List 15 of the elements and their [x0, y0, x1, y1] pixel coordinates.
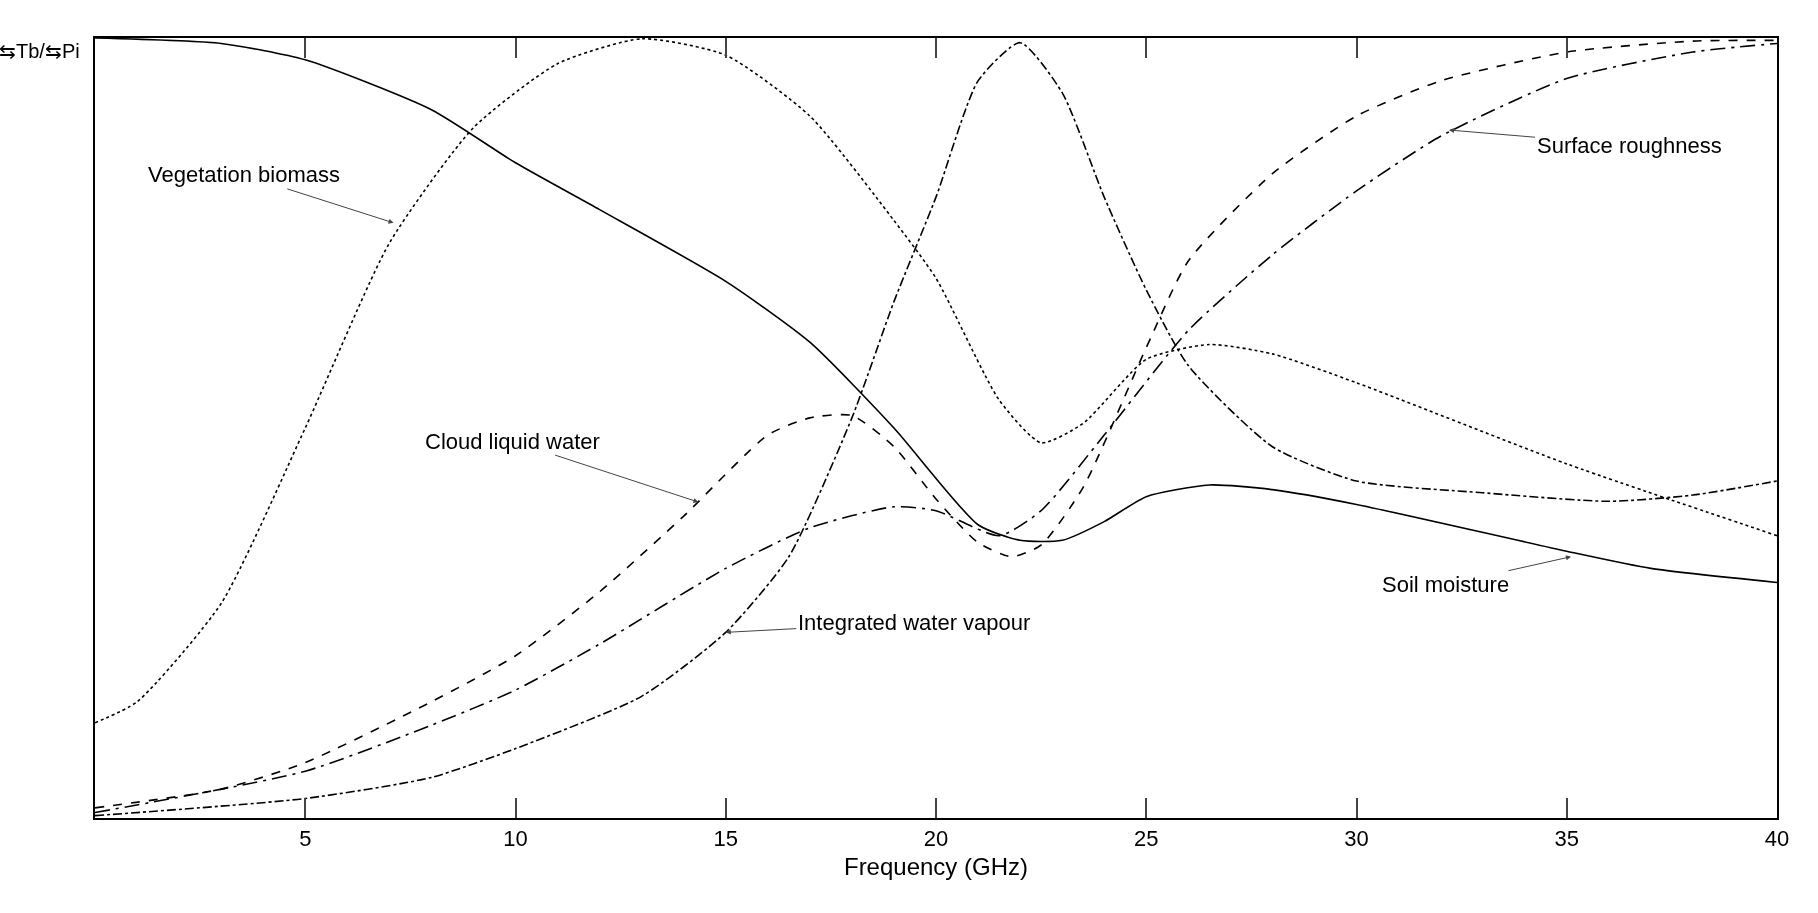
x-tick-label: 40 — [1764, 826, 1790, 852]
annotation: Soil moisture — [1382, 572, 1510, 597]
x-tick-label: 10 — [503, 826, 528, 852]
y-axis-title: ⇆Tb/⇆Pi — [0, 40, 80, 62]
x-tick-label: 20 — [923, 826, 949, 852]
annotation: Surface roughness — [1537, 133, 1722, 158]
x-tick-label: 15 — [713, 826, 738, 852]
annotation: Cloud liquid water — [425, 429, 600, 454]
x-tick-label: 25 — [1134, 826, 1159, 852]
x-tick-label: 35 — [1554, 826, 1579, 852]
annotation: Vegetation biomass — [148, 162, 341, 187]
x-tick-label: 5 — [299, 826, 312, 852]
annotation: Integrated water vapour — [798, 610, 1031, 635]
x-tick-label: 30 — [1344, 826, 1369, 852]
x-axis-title: Frequency (GHz) — [843, 852, 1029, 880]
